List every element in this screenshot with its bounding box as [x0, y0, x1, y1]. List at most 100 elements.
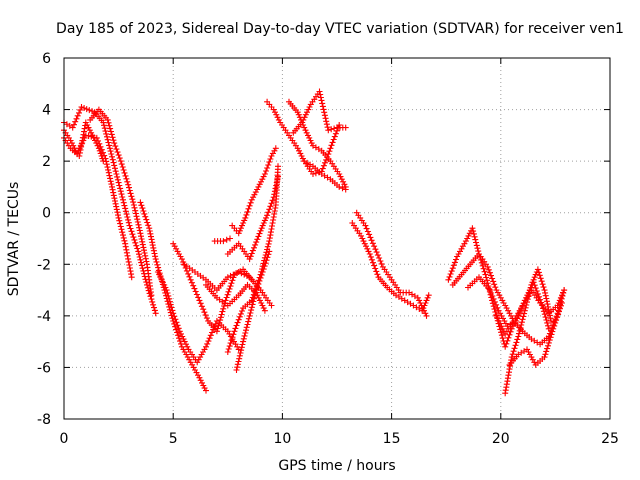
data-point-marks: [541, 328, 556, 361]
data-point-marks: [336, 171, 349, 190]
data-point-marks: [135, 248, 150, 286]
data-point-marks: [294, 145, 306, 162]
data-point-marks: [301, 124, 315, 147]
data-point-marks: [545, 304, 559, 317]
data-point-marks: [261, 156, 274, 177]
data-point-marks: [224, 331, 237, 355]
data-point-marks: [240, 315, 252, 345]
data-point-marks: [233, 341, 246, 373]
data-point-marks: [178, 343, 193, 363]
x-tick-label: 20: [492, 431, 510, 447]
data-point-marks: [358, 232, 372, 255]
data-point-marks: [266, 205, 279, 245]
data-point-marks: [78, 104, 95, 115]
data-point-marks: [109, 183, 121, 219]
data-point-marks: [82, 119, 95, 136]
data-point-marks: [270, 106, 282, 123]
y-tick-label: 6: [42, 51, 51, 67]
series-track-2: [61, 127, 135, 281]
data-point-marks: [124, 178, 137, 206]
grid-lines: [64, 58, 610, 419]
series-track-16: [286, 98, 349, 190]
data-point-marks: [264, 197, 276, 219]
data-point-marks: [515, 348, 528, 358]
series-track-21: [445, 225, 522, 350]
data-point-marks: [397, 289, 410, 296]
data-point-marks: [465, 276, 480, 291]
data-point-marks: [493, 287, 507, 306]
data-point-marks: [106, 145, 119, 175]
data-point-marks: [196, 297, 210, 322]
data-point-marks: [379, 263, 393, 281]
data-point-marks: [519, 328, 533, 341]
x-tick-label: 0: [60, 431, 69, 447]
data-point-marks: [67, 145, 81, 158]
data-point-marks: [246, 230, 263, 263]
data-point-marks: [336, 183, 349, 193]
data-point-marks: [506, 353, 520, 368]
y-tick-label: 2: [42, 154, 51, 170]
data-point-marks: [229, 222, 240, 234]
data-point-marks: [268, 145, 279, 159]
data-point-marks: [220, 235, 233, 245]
x-tick-label: 10: [273, 431, 291, 447]
data-point-marks: [224, 294, 240, 309]
series-track-4: [87, 106, 155, 299]
data-point-marks: [137, 230, 150, 265]
data-point-marks: [325, 125, 338, 134]
data-point-marks: [144, 261, 155, 299]
data-marks: [61, 88, 568, 397]
series-track-26: [493, 287, 568, 337]
data-point-marks: [327, 158, 341, 175]
data-point-marks: [203, 276, 218, 291]
data-point-marks: [211, 238, 224, 245]
data-point-marks: [495, 307, 509, 327]
data-point-marks: [550, 300, 565, 332]
data-point-marks: [104, 116, 117, 144]
series-track-13: [233, 248, 273, 373]
data-point-marks: [467, 253, 481, 268]
data-point-marks: [240, 299, 253, 312]
data-point-marks: [454, 240, 468, 260]
data-point-marks: [486, 287, 501, 311]
data-point-marks: [115, 214, 128, 244]
data-point-marks: [259, 248, 273, 275]
series-track-25: [506, 300, 565, 368]
data-point-marks: [170, 240, 184, 260]
series-track-14: [211, 235, 233, 245]
data-point-marks: [449, 273, 463, 288]
data-point-marks: [316, 88, 331, 131]
data-point-marks: [388, 276, 402, 294]
data-point-marks: [537, 300, 551, 315]
data-point-marks: [255, 173, 267, 190]
data-point-marks: [393, 292, 405, 302]
data-point-marks: [196, 374, 209, 394]
data-point-marks: [95, 106, 109, 121]
y-tick-label: -4: [37, 309, 51, 325]
data-point-marks: [508, 336, 521, 361]
y-tick-label: 0: [42, 206, 51, 222]
data-point-marks: [384, 284, 397, 297]
y-tick-label: -2: [37, 257, 51, 273]
series-track-24: [502, 266, 554, 397]
data-point-marks: [537, 335, 550, 348]
data-point-marks: [327, 122, 343, 152]
data-point-marks: [224, 270, 239, 281]
data-point-marks: [244, 281, 257, 294]
data-point-marks: [371, 243, 385, 267]
data-point-marks: [242, 199, 254, 221]
data-point-marks: [253, 272, 265, 294]
data-point-marks: [519, 289, 533, 309]
series-track-1: [61, 104, 159, 317]
data-point-marks: [248, 186, 261, 203]
plot-frame: [63, 57, 611, 420]
data-point-marks: [528, 336, 541, 346]
data-point-marks: [192, 269, 207, 281]
data-point-marks: [187, 359, 201, 379]
data-point-marks: [213, 294, 229, 307]
x-tick-label: 5: [169, 431, 178, 447]
data-point-marks: [401, 297, 414, 307]
data-point-marks: [246, 289, 259, 319]
series-track-6: [154, 269, 242, 366]
x-tick-label: 25: [601, 431, 619, 447]
